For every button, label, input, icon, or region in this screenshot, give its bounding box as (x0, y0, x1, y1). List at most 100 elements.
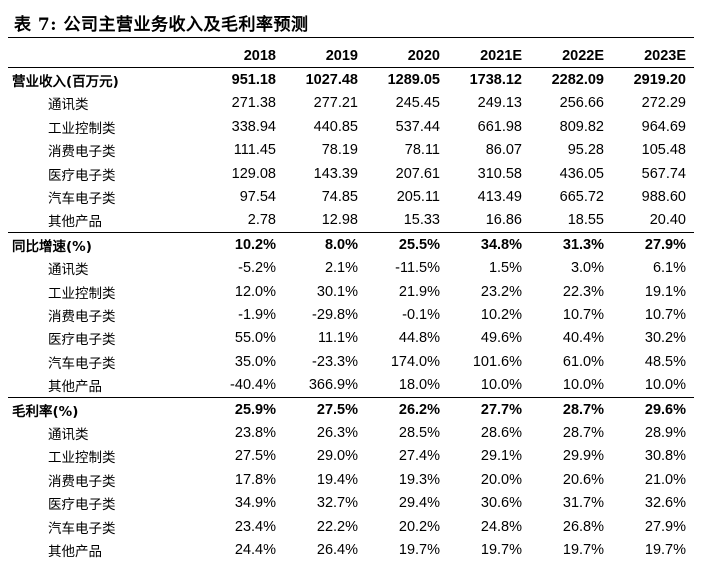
year-header: 2019 (284, 44, 366, 69)
value-cell: 366.9% (308, 377, 358, 394)
row-label: 通讯类 (48, 262, 89, 279)
row-label: 其他产品 (48, 543, 102, 560)
section-value-cell: 25.9% (202, 396, 284, 422)
table-row: 医疗电子类 34.9% 32.7% 29.4% 30.6% 31.7% 32.6% (8, 491, 694, 514)
value-cell: 988.60 (641, 189, 686, 206)
table-row: 消费电子类 -1.9% -29.8% -0.1% 10.2% 10.7% 10.7% (8, 303, 694, 326)
value-cell: 12.0% (234, 283, 276, 300)
value-cell: 101.6% (472, 353, 522, 370)
row-label: 其他产品 (48, 214, 102, 231)
value-cell: 27.4% (398, 448, 440, 465)
value-cell: 19.7% (480, 541, 522, 558)
value-cell: 6.1% (652, 260, 686, 277)
value-cell: 10.2% (480, 306, 522, 323)
table-row: 其他产品 -40.4% 366.9% 18.0% 10.0% 10.0% 10.0% (8, 373, 694, 397)
section-value-cell: 25.5% (366, 232, 448, 257)
value-cell: 28.6% (480, 424, 522, 441)
value-cell: 30.2% (644, 330, 686, 347)
value-cell: 20.2% (398, 518, 440, 535)
value-cell: 29.4% (398, 495, 440, 512)
value-cell: 30.6% (480, 495, 522, 512)
value-cell: 964.69 (641, 118, 686, 135)
value-cell: 32.7% (316, 495, 358, 512)
value-cell: -29.8% (312, 306, 358, 323)
value-cell: 17.8% (234, 471, 276, 488)
value-cell: 23.2% (480, 283, 522, 300)
value-cell: 15.33 (403, 212, 440, 229)
table-row: 其他产品 24.4% 26.4% 19.7% 19.7% 19.7% 19.7% (8, 538, 694, 561)
value-cell: 40.4% (562, 330, 604, 347)
row-label: 消费电子类 (48, 308, 116, 325)
value-cell: 256.66 (559, 95, 604, 112)
value-cell: 19.4% (316, 471, 358, 488)
value-cell: -23.3% (312, 353, 358, 370)
value-cell: 3.0% (570, 260, 604, 277)
value-cell: 32.6% (644, 495, 686, 512)
section-value-cell: 27.7% (448, 396, 530, 422)
value-cell: 20.40 (649, 212, 686, 229)
table-row: 通讯类 271.38 277.21 245.45 249.13 256.66 272.29 (8, 92, 694, 115)
value-cell: 19.7% (562, 541, 604, 558)
section-value-cell: 27.9% (612, 232, 694, 257)
row-label: 工业控制类 (48, 285, 116, 302)
value-cell: 205.11 (396, 189, 440, 206)
row-label: 通讯类 (48, 426, 89, 443)
value-cell: 436.05 (559, 165, 604, 182)
section-value-cell: 951.18 (202, 67, 284, 92)
row-label: 工业控制类 (48, 120, 116, 137)
value-cell: 27.9% (644, 518, 686, 535)
row-label: 医疗电子类 (48, 497, 116, 514)
value-cell: 97.54 (239, 189, 276, 206)
table-row: 汽车电子类 35.0% -23.3% 174.0% 101.6% 61.0% 48.5% (8, 350, 694, 373)
row-label: 其他产品 (48, 379, 102, 396)
section-value-cell: 27.5% (284, 396, 366, 422)
value-cell: 29.9% (562, 448, 604, 465)
section-value-cell: 2919.20 (612, 67, 694, 92)
value-cell: 26.4% (316, 541, 358, 558)
year-header: 2020 (366, 44, 448, 69)
table-row: 工业控制类 12.0% 30.1% 21.9% 23.2% 22.3% 19.1% (8, 280, 694, 303)
value-cell: 10.7% (562, 306, 604, 323)
value-cell: 28.5% (398, 424, 440, 441)
section-label: 同比增速(%) (8, 232, 202, 257)
value-cell: 10.0% (480, 377, 522, 394)
value-cell: 129.08 (231, 165, 276, 182)
section-row: 同比增速(%) 10.2% 8.0% 25.5% 34.8% 31.3% 27.9% (8, 232, 694, 257)
section-value-cell: 31.3% (530, 232, 612, 257)
value-cell: 105.48 (641, 142, 686, 159)
value-cell: 18.0% (398, 377, 440, 394)
title-rule (8, 37, 694, 38)
table-row: 汽车电子类 23.4% 22.2% 20.2% 24.8% 26.8% 27.9% (8, 515, 694, 538)
value-cell: 74.85 (321, 189, 358, 206)
header-label-cell (8, 44, 202, 69)
value-cell: 2.1% (324, 260, 358, 277)
value-cell: 30.1% (316, 283, 358, 300)
table-row: 汽车电子类 97.54 74.85 205.11 413.49 665.72 988.60 (8, 185, 694, 208)
value-cell: 207.61 (395, 165, 440, 182)
value-cell: 44.8% (398, 330, 440, 347)
table-row: 医疗电子类 129.08 143.39 207.61 310.58 436.05 567.7… (8, 162, 694, 185)
value-cell: 143.39 (313, 165, 358, 182)
value-cell: -11.5% (395, 260, 440, 277)
value-cell: 1.5% (488, 260, 522, 277)
value-cell: 28.7% (562, 424, 604, 441)
value-cell: 26.8% (562, 518, 604, 535)
header-row: 2018 2019 2020 2021E 2022E 2023E (8, 44, 694, 69)
value-cell: 277.21 (313, 95, 358, 112)
value-cell: 10.0% (562, 377, 604, 394)
value-cell: 10.7% (644, 306, 686, 323)
value-cell: 29.1% (480, 448, 522, 465)
value-cell: 809.82 (559, 118, 604, 135)
value-cell: 19.7% (644, 541, 686, 558)
value-cell: 440.85 (313, 118, 358, 135)
value-cell: 49.6% (480, 330, 522, 347)
table-row: 消费电子类 17.8% 19.4% 19.3% 20.0% 20.6% 21.0% (8, 468, 694, 491)
value-cell: 19.7% (398, 541, 440, 558)
value-cell: 567.74 (641, 165, 686, 182)
row-label: 医疗电子类 (48, 167, 116, 184)
value-cell: 413.49 (477, 189, 522, 206)
row-label: 医疗电子类 (48, 332, 116, 349)
value-cell: 22.2% (316, 518, 358, 535)
value-cell: 35.0% (234, 353, 276, 370)
table-title: 表 7: 公司主营业务收入及毛利率预测 (14, 15, 309, 35)
